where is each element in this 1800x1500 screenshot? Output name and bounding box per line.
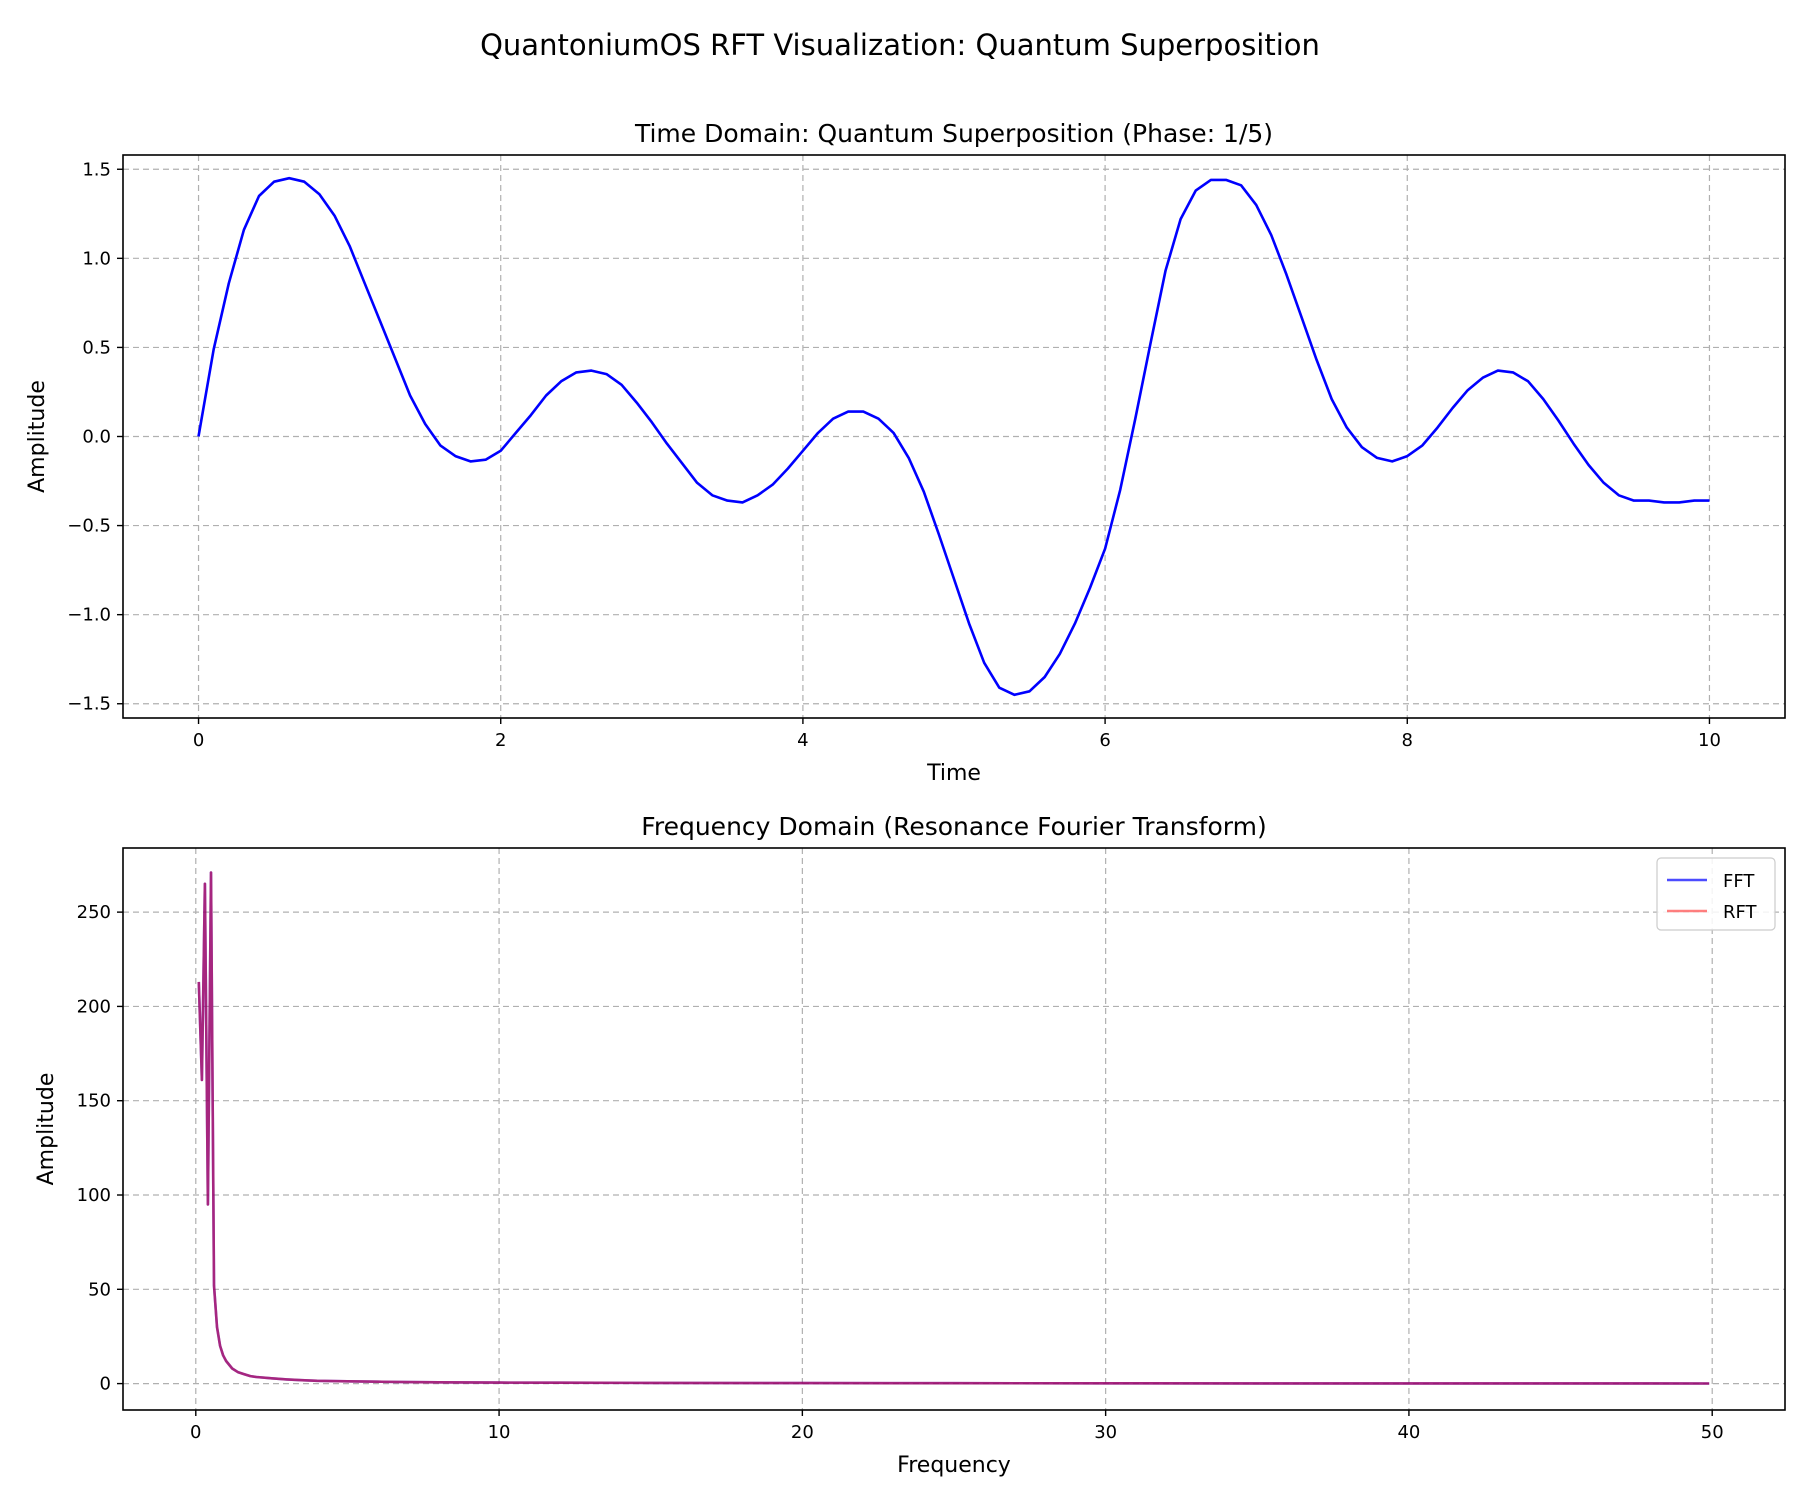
y-tick-label: 150 <box>77 1091 111 1112</box>
y-tick-label: 0.0 <box>82 427 111 448</box>
x-axis-label: Time <box>926 761 981 786</box>
x-tick-label: 10 <box>488 1422 511 1443</box>
x-tick-label: 30 <box>1094 1422 1117 1443</box>
axes-title: Time Domain: Quantum Superposition (Phas… <box>634 119 1273 148</box>
axes-title: Frequency Domain (Resonance Fourier Tran… <box>641 812 1266 841</box>
y-tick-label: 1.5 <box>82 159 111 180</box>
series-line-fft <box>197 871 1710 1385</box>
y-tick-label: 50 <box>88 1279 111 1300</box>
x-tick-label: 10 <box>1698 730 1721 751</box>
y-tick-label: 250 <box>77 902 111 923</box>
y-tick-label: 0.5 <box>82 337 111 358</box>
y-tick-label: 100 <box>77 1185 111 1206</box>
figure-title: QuantoniumOS RFT Visualization: Quantum … <box>480 28 1320 62</box>
x-tick-label: 40 <box>1397 1422 1420 1443</box>
y-tick-label: 0 <box>100 1374 111 1395</box>
legend-label: FFT <box>1723 871 1755 892</box>
y-tick-label: 1.0 <box>82 248 111 269</box>
x-tick-label: 2 <box>495 730 506 751</box>
y-tick-label: −1.0 <box>67 605 111 626</box>
legend-frame <box>1656 857 1776 931</box>
series-line-rft <box>197 871 1710 1385</box>
frequency-domain-axes: 0 10 20 30 40 50 0 50 100 150 200 250 Frequency Doma… <box>34 812 1786 1478</box>
x-tick-label: 6 <box>1099 730 1110 751</box>
legend-label: RFT <box>1723 902 1758 923</box>
x-axis-label: Frequency <box>897 1453 1011 1478</box>
y-tick-label: 200 <box>77 996 111 1017</box>
y-tick-label: −0.5 <box>67 516 111 537</box>
time-domain-axes: 0 2 4 6 8 10 1.5 1.0 0.5 0.0 −0.5 −1.0 −1.5 Time Doma… <box>25 119 1786 786</box>
x-tick-label: 8 <box>1402 730 1413 751</box>
y-axis-label: Amplitude <box>34 1073 59 1186</box>
plot-frame <box>122 847 1786 1411</box>
x-tick-label: 20 <box>791 1422 814 1443</box>
x-tick-label: 0 <box>193 730 204 751</box>
x-tick-label: 4 <box>797 730 808 751</box>
series-line-0 <box>197 176 1710 697</box>
x-tick-label: 0 <box>190 1422 201 1443</box>
y-tick-label: −1.5 <box>67 694 111 715</box>
x-tick-label: 50 <box>1701 1422 1724 1443</box>
y-axis-label: Amplitude <box>25 380 50 493</box>
legend: FFT RFT <box>1656 857 1776 931</box>
